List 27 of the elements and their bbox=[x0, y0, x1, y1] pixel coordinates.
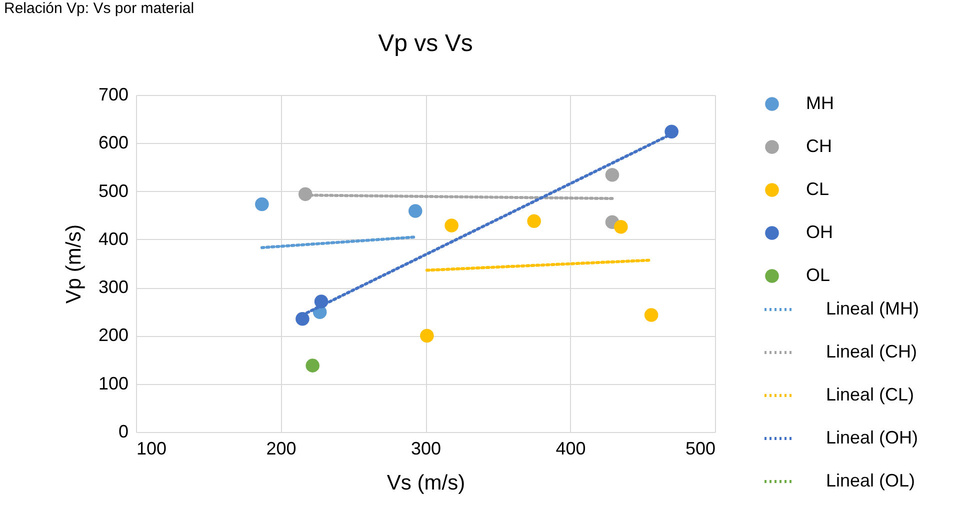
legend-label: CH bbox=[806, 136, 832, 156]
x-axis-title: Vs (m/s) bbox=[386, 472, 466, 494]
legend-label: Lineal (OL) bbox=[826, 470, 916, 490]
chart-title: Vp vs Vs bbox=[378, 30, 473, 57]
y-axis-title: Vp (m/s) bbox=[62, 224, 86, 304]
y-tick-label: 200 bbox=[98, 325, 128, 346]
legend-label: Lineal (MH) bbox=[826, 298, 920, 318]
x-tick-label: 400 bbox=[556, 438, 586, 458]
x-tick-label: 100 bbox=[136, 438, 167, 458]
legend-label: Lineal (CL) bbox=[826, 384, 914, 404]
legend-label: OH bbox=[806, 222, 833, 242]
y-tick-label: 300 bbox=[98, 277, 128, 298]
x-tick-label: 500 bbox=[685, 438, 716, 458]
legend-label: Lineal (CH) bbox=[826, 342, 918, 362]
y-tick-label: 700 bbox=[98, 84, 128, 104]
legend-label: MH bbox=[806, 93, 834, 113]
y-tick-label: 400 bbox=[98, 228, 128, 249]
text: Relación Vp: Vs por material bbox=[4, 0, 194, 17]
x-tick-label: 200 bbox=[266, 438, 296, 458]
y-tick-label: 600 bbox=[98, 132, 128, 153]
legend-label: CL bbox=[806, 179, 830, 199]
x-tick-label: 300 bbox=[410, 438, 442, 458]
y-tick-label: 100 bbox=[98, 373, 128, 394]
legend-label: Lineal (OH) bbox=[826, 428, 918, 448]
legend-label: OL bbox=[806, 265, 830, 285]
y-tick-label: 500 bbox=[98, 180, 128, 201]
y-tick-label: 0 bbox=[118, 422, 128, 442]
